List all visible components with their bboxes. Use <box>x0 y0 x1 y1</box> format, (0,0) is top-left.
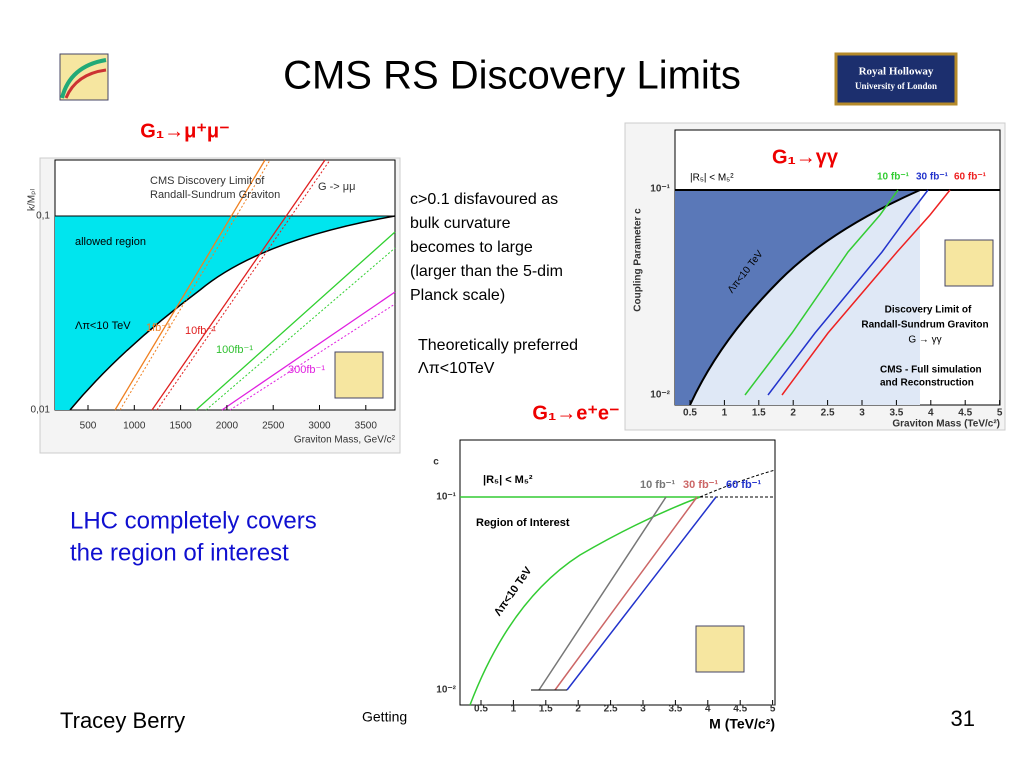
plot-label: 100fb⁻¹ <box>216 344 253 356</box>
x-tick-label: 2000 <box>216 421 239 432</box>
x-tick-label: 3500 <box>355 421 378 432</box>
legend-text: Randall-Sundrum Graviton <box>861 320 988 331</box>
x-tick-label: 3000 <box>308 421 331 432</box>
y-axis-label: Coupling Parameter c <box>633 208 644 312</box>
conclusion: LHC completely covers <box>70 507 317 534</box>
x-tick-label: 3 <box>640 704 646 715</box>
x-tick-label: 4 <box>705 704 711 715</box>
logo-text: University of London <box>855 81 937 91</box>
plot-label: 30 fb⁻¹ <box>683 479 718 491</box>
plot-label: |R₅| < M₅² <box>690 173 734 184</box>
legend-text: G -> μμ <box>318 181 355 193</box>
y-tick-label: 10⁻² <box>436 685 456 696</box>
y-tick-label: 10⁻¹ <box>650 184 670 195</box>
plot-muon: G₁→μ⁺μ⁻ CMS Discovery Limit of Randall-S… <box>27 120 401 454</box>
x-tick-label: 1.5 <box>752 408 766 419</box>
legend-text: and Reconstruction <box>880 378 974 389</box>
note-line: Planck scale) <box>410 287 505 304</box>
plot-label: 300fb⁻¹ <box>288 364 325 376</box>
x-tick-label: 3.5 <box>889 408 903 419</box>
x-axis-label: Graviton Mass (TeV/c²) <box>892 419 1000 430</box>
x-tick-label: 2 <box>575 704 581 715</box>
plot-title: G₁→γγ <box>772 146 839 168</box>
x-tick-label: 0.5 <box>474 704 488 715</box>
plot-dielectron: G₁→e⁺e⁻ |R₅| < M₅² Region of Interest Λπ… <box>428 402 790 732</box>
x-tick-label: 2.5 <box>604 704 618 715</box>
x-tick-label: 0.5 <box>683 408 697 419</box>
x-tick-label: 2500 <box>262 421 285 432</box>
note-line: bulk curvature <box>410 215 511 232</box>
x-tick-label: 4.5 <box>733 704 747 715</box>
legend-text: Randall-Sundrum Graviton <box>150 189 280 201</box>
cms-logo <box>59 53 109 101</box>
x-tick-label: 2 <box>790 408 796 419</box>
x-axis-label: M (TeV/c²) <box>709 716 775 732</box>
x-tick-label: 4 <box>928 408 934 419</box>
note-line: becomes to large <box>410 239 533 256</box>
footer-author: Tracey Berry <box>60 708 185 733</box>
legend-text: G → γγ <box>908 335 941 346</box>
conclusion: the region of interest <box>70 539 289 566</box>
y-tick-label: 0,1 <box>36 211 50 222</box>
legend-text: Discovery Limit of <box>885 305 972 316</box>
x-tick-label: 3 <box>859 408 865 419</box>
y-tick-label: 0,01 <box>31 405 51 416</box>
y-axis-label: c <box>433 457 439 468</box>
plot-diphoton: G₁→γγ |R₅| < M₅² Λπ<10 TeV 10 fb⁻¹ 30 fb… <box>624 122 1006 431</box>
slide-title: CMS RS Discovery Limits <box>283 54 741 98</box>
y-tick-label: 10⁻² <box>650 390 670 401</box>
y-tick-label: 10⁻¹ <box>436 492 456 503</box>
plot-label: 10 fb⁻¹ <box>877 172 910 183</box>
x-tick-label: 5 <box>770 704 776 715</box>
x-tick-label: 4.5 <box>958 408 972 419</box>
x-tick-label: 3.5 <box>668 704 682 715</box>
plot-label: Region of Interest <box>476 517 570 529</box>
x-tick-label: 500 <box>80 421 97 432</box>
plot-label: 60 fb⁻¹ <box>726 479 761 491</box>
logo-text: Royal Holloway <box>859 66 934 78</box>
plot-label: 1fb⁻¹ <box>146 322 171 334</box>
x-tick-label: 1000 <box>123 421 146 432</box>
plot-label: 30 fb⁻¹ <box>916 172 949 183</box>
plot-label: 60 fb⁻¹ <box>954 172 987 183</box>
x-tick-label: 5 <box>997 408 1003 419</box>
y-axis-label: k/Mₚₗ <box>27 189 38 211</box>
plot-label: Λπ<10 TeV <box>75 320 131 332</box>
plot-label: |R₅| < M₅² <box>483 474 533 486</box>
plot-title: G₁→e⁺e⁻ <box>532 402 619 424</box>
note-line: Theoretically preferred <box>418 337 578 354</box>
plot-label: 10 fb⁻¹ <box>640 479 675 491</box>
notes: c>0.1 disfavoured as bulk curvature beco… <box>410 191 578 377</box>
footer-page: 31 <box>951 706 975 731</box>
x-tick-label: 1.5 <box>539 704 553 715</box>
note-line: Λπ<10TeV <box>418 360 495 377</box>
note-line: c>0.1 disfavoured as <box>410 191 558 208</box>
plot-label: allowed region <box>75 236 146 248</box>
plot-label: 10fb⁻¹ <box>185 325 216 337</box>
footer-center: Getting <box>362 709 407 725</box>
plot-title: G₁→μ⁺μ⁻ <box>140 120 229 142</box>
x-tick-label: 1 <box>511 704 517 715</box>
university-logo: Royal Holloway University of London <box>834 52 958 106</box>
x-axis-label: Graviton Mass, GeV/c² <box>294 435 396 446</box>
legend-text: CMS Discovery Limit of <box>150 175 265 187</box>
x-tick-label: 1 <box>722 408 728 419</box>
note-line: (larger than the 5-dim <box>410 263 563 280</box>
x-tick-label: 1500 <box>169 421 192 432</box>
x-tick-label: 2.5 <box>821 408 835 419</box>
legend-text: CMS - Full simulation <box>880 365 982 376</box>
